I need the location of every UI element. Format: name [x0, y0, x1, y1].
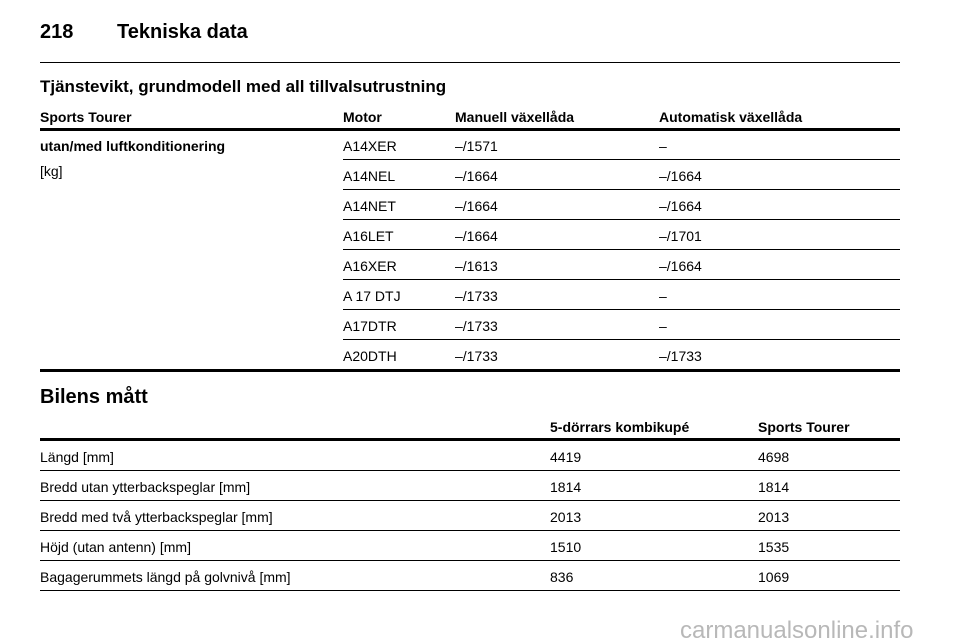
- cell: A17DTR: [343, 318, 397, 334]
- cell: Bagagerummets längd på golvnivå [mm]: [40, 569, 291, 585]
- cell: A16LET: [343, 228, 394, 244]
- cell: –/1733: [455, 318, 498, 334]
- cell: A 17 DTJ: [343, 288, 401, 304]
- cell: –/1701: [659, 228, 702, 244]
- cell: 1814: [758, 479, 790, 495]
- rule: [40, 62, 900, 63]
- row-label: utan/med luftkonditionering: [40, 138, 226, 154]
- rule: [343, 249, 900, 250]
- cell: A14NET: [343, 198, 396, 214]
- rule: [343, 279, 900, 280]
- section-title: Tjänstevikt, grundmodell med all tillval…: [40, 77, 447, 96]
- rule: [40, 530, 900, 531]
- rule: [343, 339, 900, 340]
- unit-label: [kg]: [40, 163, 63, 179]
- thick-rule: [40, 128, 900, 131]
- cell: A14NEL: [343, 168, 396, 184]
- rule: [40, 470, 900, 471]
- cell: –/1664: [659, 168, 702, 184]
- rule: [40, 590, 900, 591]
- rule: [343, 309, 900, 310]
- cell: A20DTH: [343, 348, 397, 364]
- rule: [343, 189, 900, 190]
- cell: –: [659, 288, 667, 304]
- cell: –/1733: [659, 348, 702, 364]
- cell: Bredd utan ytterbackspeglar [mm]: [40, 479, 251, 495]
- cell: –/1613: [455, 258, 498, 274]
- cell: Höjd (utan antenn) [mm]: [40, 539, 191, 555]
- cell: 1814: [550, 479, 582, 495]
- cell: 1510: [550, 539, 582, 555]
- cell: 1535: [758, 539, 790, 555]
- cell: 2013: [550, 509, 582, 525]
- cell: 4698: [758, 449, 790, 465]
- cell: –/1664: [659, 258, 702, 274]
- cell: –/1733: [455, 348, 498, 364]
- cell: A14XER: [343, 138, 397, 154]
- rule: [343, 219, 900, 220]
- cell: –/1571: [455, 138, 498, 154]
- watermark: carmanualsonline.info: [680, 617, 914, 642]
- column-header: Sports Tourer: [40, 109, 132, 125]
- column-header: Motor: [343, 109, 382, 125]
- cell: 4419: [550, 449, 582, 465]
- rule: [343, 159, 900, 160]
- cell: –: [659, 138, 667, 154]
- page-number: 218: [40, 21, 74, 43]
- cell: Längd [mm]: [40, 449, 114, 465]
- cell: –/1664: [455, 228, 498, 244]
- cell: 1069: [758, 569, 790, 585]
- cell: A16XER: [343, 258, 397, 274]
- cell: –/1664: [455, 168, 498, 184]
- column-header: Automatisk växellåda: [659, 109, 803, 125]
- thick-rule: [40, 369, 900, 372]
- cell: –/1664: [455, 198, 498, 214]
- cell: Bredd med två ytterbackspeglar [mm]: [40, 509, 273, 525]
- cell: –/1733: [455, 288, 498, 304]
- column-header: Sports Tourer: [758, 419, 850, 435]
- rule: [40, 500, 900, 501]
- column-header: 5-dörrars kombikupé: [550, 419, 690, 435]
- page-title: Tekniska data: [117, 21, 248, 43]
- cell: –/1664: [659, 198, 702, 214]
- cell: –: [659, 318, 667, 334]
- rule: [40, 560, 900, 561]
- thick-rule: [40, 438, 900, 441]
- section-title: Bilens mått: [40, 386, 148, 408]
- column-header: Manuell växellåda: [455, 109, 575, 125]
- cell: 836: [550, 569, 574, 585]
- cell: 2013: [758, 509, 790, 525]
